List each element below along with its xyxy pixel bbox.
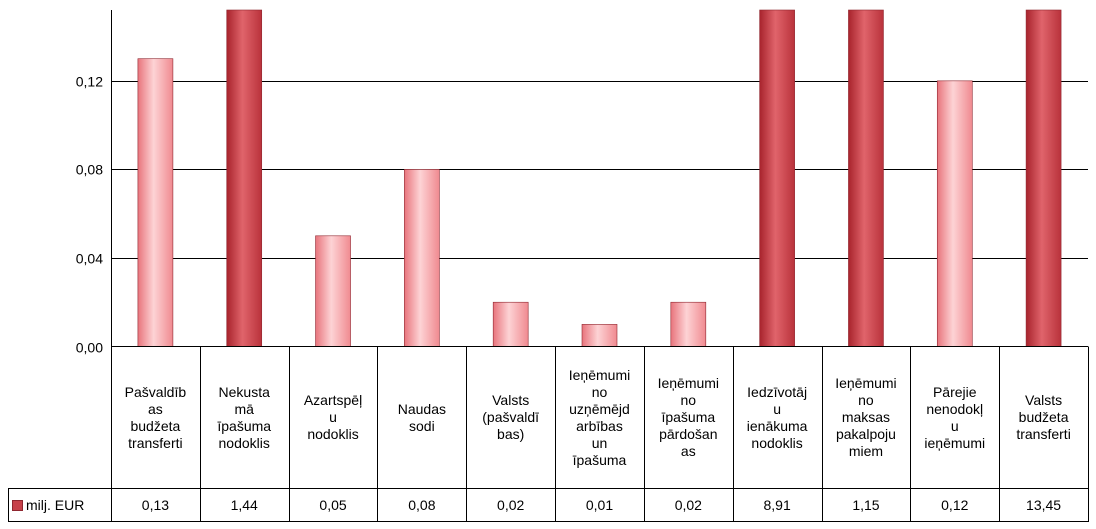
data-label: 0,12	[941, 497, 969, 513]
bar	[315, 235, 351, 347]
data-label: 8,91	[763, 497, 791, 513]
y-tick-label: 0,12	[76, 74, 103, 90]
bar	[1025, 9, 1062, 347]
bar	[492, 301, 529, 347]
data-label: 0,08	[408, 497, 436, 513]
bar	[759, 9, 795, 347]
category-label: Nekusta mā īpašuma nodoklis	[217, 383, 272, 451]
category-label: Valsts (pašvaldī bas)	[482, 392, 540, 442]
bar	[581, 324, 618, 347]
category-label: Naudas sodi	[397, 400, 446, 434]
bar	[404, 169, 440, 347]
bar	[848, 9, 884, 347]
data-table-lines	[8, 10, 1089, 522]
category-label: Pārejie nenodokļ u ieņēmumi	[924, 383, 986, 451]
bar	[670, 301, 707, 347]
data-label: 0,13	[141, 497, 170, 513]
data-label: 1,15	[852, 497, 880, 513]
gridlines	[111, 81, 1088, 259]
category-label: Ieņēmumi no īpašuma pārdošan as	[657, 375, 720, 459]
data-label: 1,44	[230, 497, 258, 513]
data-label: 0,05	[319, 497, 347, 513]
y-axis-ticks: 0,00 0,04 0,08 0,12	[76, 74, 103, 356]
data-label: 0,01	[585, 497, 614, 513]
bar	[936, 80, 973, 347]
y-tick-label: 0,00	[76, 340, 103, 356]
legend: milj. EUR	[8, 488, 112, 522]
bar	[137, 58, 174, 347]
category-label: Iedzīvotāj u ienākuma nodoklis	[746, 383, 808, 451]
data-label: 0,02	[497, 497, 525, 513]
legend-label: milj. EUR	[26, 497, 85, 513]
category-label: Ieņēmumi no maksas pakalpoju miem	[835, 375, 897, 459]
category-label: Pašvaldīb as budžeta transferti	[124, 383, 187, 451]
data-label: 13,45	[1026, 497, 1062, 513]
legend-swatch	[12, 499, 23, 511]
category-label: Valsts budžeta transferti	[1016, 392, 1071, 442]
bar	[226, 9, 263, 347]
y-tick-label: 0,08	[76, 162, 103, 178]
category-label: Ieņēmumi no uzņēmējd arbības un īpašuma	[568, 366, 631, 468]
y-tick-label: 0,04	[76, 251, 103, 267]
bars	[137, 9, 1062, 347]
category-label: Azartspēļ u nodoklis	[303, 392, 363, 442]
data-label: 0,02	[674, 497, 702, 513]
